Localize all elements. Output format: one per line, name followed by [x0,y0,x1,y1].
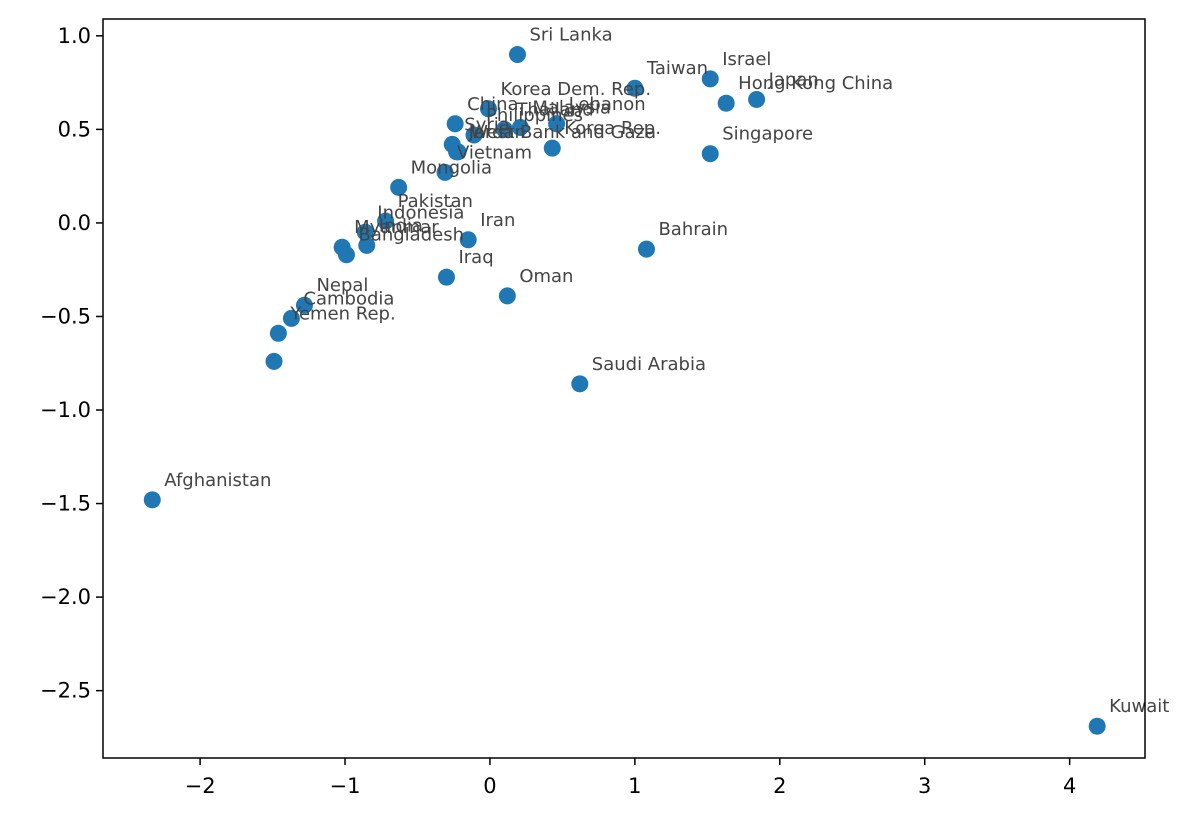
data-point [508,46,526,64]
data-point [717,94,735,112]
y-tick-label: −1.0 [40,398,91,422]
data-point [377,212,395,230]
data-point [701,145,719,163]
point-label: Korea Rep. [564,118,661,139]
plot-area [103,19,1145,758]
point-label: Indonesia [377,202,464,223]
point-label: Singapore [722,124,813,145]
point-label: Yemen Rep. [289,303,395,324]
x-tick-label: 3 [918,774,931,798]
point-label: Sri Lanka [529,25,612,46]
data-point [143,491,161,509]
point-label: Japan [768,69,819,90]
plot-frame [102,18,1146,759]
data-point [356,223,374,241]
x-tick-label: 1 [628,774,641,798]
data-point [701,70,719,88]
data-point [1088,717,1106,735]
point-label: Jordan [468,122,526,143]
data-point [446,115,464,133]
point-label: Syria [464,114,510,135]
data-point [548,115,566,133]
data-point [748,90,766,108]
point-label: Bahrain [658,219,728,240]
point-label: West Bank and Gaza [470,122,656,143]
point-label: Afghanistan [164,470,271,491]
point-label: Philippines [486,105,583,126]
point-label: Israel [722,49,771,70]
data-point [436,163,454,181]
point-label: Cambodia [303,288,394,309]
data-point [265,352,283,370]
data-point [637,240,655,258]
point-label: Myanmar [354,217,439,238]
point-label: India [379,215,423,236]
point-label: Thailand [515,99,593,120]
data-point [511,119,529,137]
data-point [626,79,644,97]
x-tick-label: −1 [330,774,361,798]
data-point [495,120,513,138]
y-tick-label: −1.5 [40,492,91,516]
data-point [337,246,355,264]
y-tick-label: 0.0 [58,211,91,235]
y-axis: 1.0 0.5 0.0 −0.5 −1.0 −1.5 −2.0 −2.5 [40,24,103,703]
y-tick-label: 1.0 [58,24,91,48]
point-label: Iraq [458,247,493,268]
point-label: Malaysia [532,98,611,119]
data-point [571,375,589,393]
x-tick-label: 2 [773,774,786,798]
point-label: Kuwait [1109,696,1169,717]
point-label: Taiwan [646,58,708,79]
data-point [295,296,313,314]
point-label: Nepal [316,275,368,296]
point-label: Mongolia [411,157,492,178]
point-label: Korea Dem. Rep. [500,79,651,100]
point-label: Lebanon [569,94,646,115]
y-tick-label: −2.0 [40,585,91,609]
data-point [543,139,561,157]
x-axis: −2 −1 0 1 2 3 4 [185,758,1076,798]
x-tick-label: −2 [185,774,216,798]
data-point [448,143,466,161]
point-label: Vietnam [457,142,532,163]
x-tick-label: 4 [1063,774,1076,798]
point-label: Saudi Arabia [592,354,706,375]
point-label: Hong Kong China [738,73,893,94]
point-label: Iran [480,210,515,231]
data-point [390,178,408,196]
data-point [437,268,455,286]
data-point [465,126,483,144]
data-point [269,324,287,342]
point-label: Pakistan [398,191,473,212]
point-label: China [467,94,518,115]
data-point [498,287,516,305]
point-label: Oman [519,266,573,287]
data-point [282,309,300,327]
point-label: Bangladesh [358,225,464,246]
points-layer [143,46,1106,735]
data-point [479,100,497,118]
x-tick-label: 0 [483,774,496,798]
y-tick-label: 0.5 [58,117,91,141]
y-tick-label: −2.5 [40,679,91,703]
data-point [358,236,376,254]
y-tick-label: −0.5 [40,304,91,328]
data-point [459,231,477,249]
